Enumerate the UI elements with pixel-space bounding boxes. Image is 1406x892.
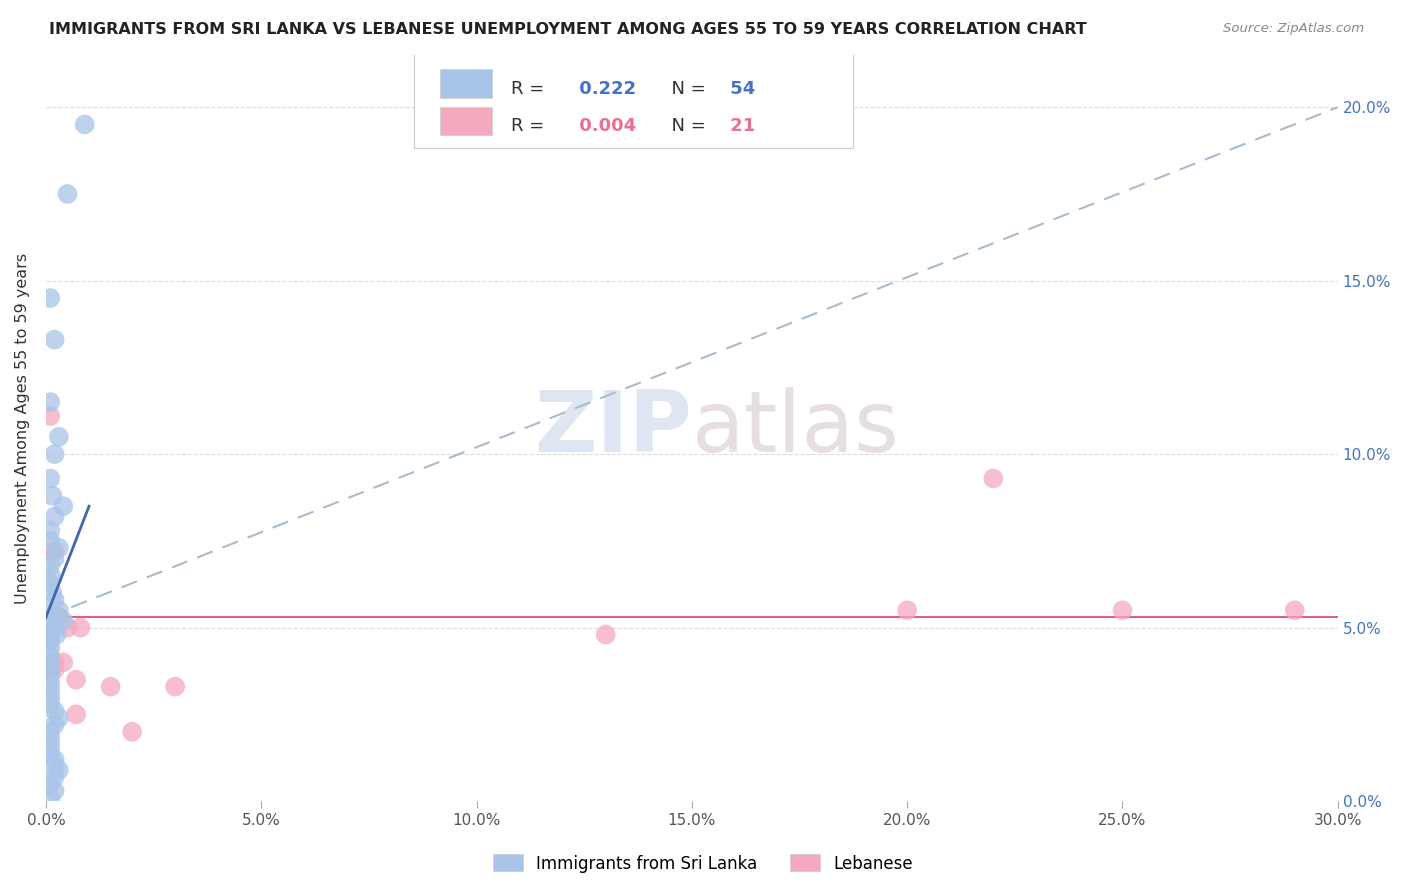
Point <box>44 783 66 797</box>
Point <box>38 575 60 590</box>
Text: atlas: atlas <box>692 386 900 469</box>
Point <box>39 409 62 423</box>
Point <box>37 610 59 624</box>
Point <box>48 711 70 725</box>
Point <box>44 718 66 732</box>
Point <box>39 656 62 670</box>
Point <box>65 707 87 722</box>
Point <box>73 118 96 132</box>
Point <box>39 790 62 805</box>
Text: R =: R = <box>510 79 550 98</box>
Point <box>1111 603 1133 617</box>
Point <box>44 662 66 676</box>
FancyBboxPatch shape <box>440 107 492 135</box>
Point <box>39 634 62 648</box>
Text: 21: 21 <box>724 117 755 135</box>
Point <box>39 746 62 760</box>
FancyBboxPatch shape <box>440 70 492 97</box>
Point <box>39 544 62 558</box>
Point <box>48 610 70 624</box>
Point <box>1284 603 1306 617</box>
Point <box>39 524 62 538</box>
Point <box>39 724 62 739</box>
Text: N =: N = <box>659 117 711 135</box>
Point <box>38 648 60 663</box>
Point <box>65 673 87 687</box>
Point <box>39 731 62 746</box>
Point <box>39 669 62 683</box>
Point <box>48 603 70 617</box>
Point <box>39 739 62 753</box>
Point <box>39 558 62 573</box>
Text: 0.222: 0.222 <box>574 79 636 98</box>
Point <box>39 777 62 791</box>
Point <box>56 621 79 635</box>
Point <box>45 627 67 641</box>
Point <box>37 617 59 632</box>
Point <box>41 489 63 503</box>
Point <box>44 509 66 524</box>
Point <box>69 621 91 635</box>
Point <box>39 471 62 485</box>
Point <box>44 447 66 461</box>
Point <box>39 291 62 305</box>
Point <box>44 770 66 784</box>
Point <box>44 544 66 558</box>
Point <box>981 471 1004 485</box>
Point <box>41 586 63 600</box>
Point <box>121 724 143 739</box>
Point <box>39 641 62 656</box>
Point <box>39 607 62 621</box>
Point <box>39 568 62 582</box>
Point <box>39 697 62 711</box>
Point <box>595 627 617 641</box>
Point <box>52 499 75 513</box>
Point <box>48 541 70 555</box>
Point <box>100 680 122 694</box>
Point <box>44 333 66 347</box>
Point <box>39 395 62 409</box>
Text: 0.004: 0.004 <box>574 117 636 135</box>
Point <box>44 752 66 766</box>
Point <box>896 603 918 617</box>
Point <box>39 683 62 698</box>
Point <box>39 533 62 548</box>
Text: Source: ZipAtlas.com: Source: ZipAtlas.com <box>1223 22 1364 36</box>
Text: N =: N = <box>659 79 711 98</box>
Point <box>39 676 62 690</box>
Point <box>48 610 70 624</box>
Point <box>165 680 187 694</box>
Point <box>44 704 66 718</box>
Point <box>39 662 62 676</box>
Y-axis label: Unemployment Among Ages 55 to 59 years: Unemployment Among Ages 55 to 59 years <box>15 252 30 604</box>
Point <box>39 662 62 676</box>
Text: R =: R = <box>510 117 550 135</box>
Point <box>38 631 60 645</box>
Point <box>39 621 62 635</box>
Point <box>44 656 66 670</box>
FancyBboxPatch shape <box>415 47 853 148</box>
Text: IMMIGRANTS FROM SRI LANKA VS LEBANESE UNEMPLOYMENT AMONG AGES 55 TO 59 YEARS COR: IMMIGRANTS FROM SRI LANKA VS LEBANESE UN… <box>49 22 1087 37</box>
Text: 54: 54 <box>724 79 755 98</box>
Point <box>44 593 66 607</box>
Point <box>44 621 66 635</box>
Point <box>44 759 66 773</box>
Point <box>39 690 62 704</box>
Point <box>48 430 70 444</box>
Point <box>39 624 62 639</box>
Point <box>56 186 79 201</box>
Point <box>48 763 70 777</box>
Point <box>52 656 75 670</box>
Point <box>44 551 66 566</box>
Text: ZIP: ZIP <box>534 386 692 469</box>
Point <box>52 614 75 628</box>
Legend: Immigrants from Sri Lanka, Lebanese: Immigrants from Sri Lanka, Lebanese <box>486 847 920 880</box>
